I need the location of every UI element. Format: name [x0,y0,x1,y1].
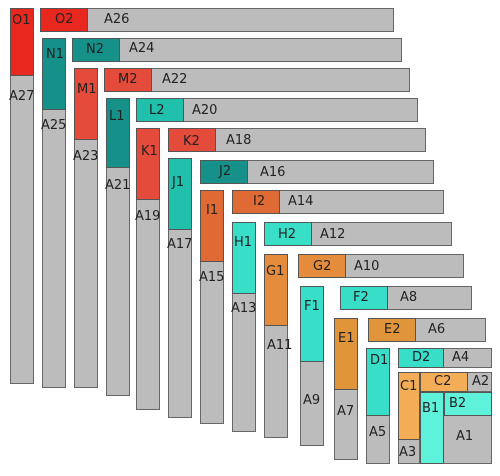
label-a19: A19 [135,209,161,224]
label-o2: O2 [55,12,74,27]
block-h1 [232,222,256,294]
label-m2: M2 [118,72,138,87]
label-b1: B1 [422,401,440,416]
label-a8: A8 [400,290,418,305]
label-a17: A17 [167,237,193,252]
label-a23: A23 [73,149,99,164]
label-a9: A9 [303,393,321,408]
label-l2: L2 [149,103,165,118]
label-a22: A22 [162,72,188,87]
block-c2 [420,372,468,392]
block-e1 [334,318,358,390]
label-a24: A24 [129,41,155,56]
block-g2 [298,254,346,278]
block-j2 [200,160,248,184]
label-h1: H1 [234,235,253,250]
label-d1: D1 [370,353,389,368]
label-a3: A3 [399,445,417,460]
label-h2: H2 [278,227,297,242]
label-j2: J2 [219,164,232,179]
label-n1: N1 [46,47,64,62]
block-c1 [398,372,420,440]
label-a25: A25 [41,118,67,133]
label-c2: C2 [434,374,452,389]
label-e1: E1 [338,331,355,346]
block-h2 [264,222,312,246]
bar-a22 [104,68,410,92]
block-b1 [420,392,444,464]
label-g1: G1 [266,264,285,279]
block-m2 [104,68,152,92]
block-l1 [106,98,130,168]
label-a11: A11 [267,338,293,353]
label-c1: C1 [400,379,418,394]
block-n2 [72,38,120,62]
label-a18: A18 [226,133,252,148]
label-o1: O1 [12,13,31,28]
block-d2 [398,348,444,368]
block-f1 [300,286,324,362]
label-a14: A14 [288,194,314,209]
label-d2: D2 [412,350,431,365]
block-f2 [340,286,388,310]
label-g2: G2 [313,259,332,274]
block-i2 [232,190,280,214]
label-a20: A20 [192,103,218,118]
block-g1 [264,254,288,326]
label-a12: A12 [320,227,346,242]
label-m1: M1 [77,82,97,97]
label-a27: A27 [9,89,35,104]
label-a5: A5 [369,425,387,440]
label-k1: K1 [141,144,158,159]
label-a21: A21 [105,178,131,193]
label-a16: A16 [260,165,286,180]
label-a15: A15 [199,270,225,285]
label-a4: A4 [452,350,470,365]
label-a2: A2 [472,374,490,389]
label-l1: L1 [109,109,125,124]
label-a26: A26 [104,12,130,27]
block-o1 [10,8,34,76]
block-l2 [136,98,184,122]
block-n1 [42,38,66,110]
label-f2: F2 [353,290,369,305]
label-a7: A7 [337,404,355,419]
label-f1: F1 [304,299,320,314]
block-o2 [40,8,88,32]
block-d1 [366,348,390,416]
label-n2: N2 [86,42,104,57]
label-a13: A13 [231,301,257,316]
bar-a26 [40,8,394,32]
label-i2: I2 [253,194,266,209]
bar-a24 [72,38,402,62]
label-a1: A1 [456,429,474,444]
label-a10: A10 [354,259,380,274]
block-j1 [168,158,192,230]
block-k1 [136,128,160,200]
label-j1: J1 [172,175,185,190]
block-m1 [74,68,98,140]
block-k2 [168,128,216,152]
label-b2: B2 [449,396,467,411]
label-i1: I1 [206,203,219,218]
label-k2: K2 [183,134,200,149]
block-b2 [444,392,492,416]
block-e2 [368,318,416,342]
label-a6: A6 [428,322,446,337]
label-e2: E2 [384,322,401,337]
block-i1 [200,190,224,262]
